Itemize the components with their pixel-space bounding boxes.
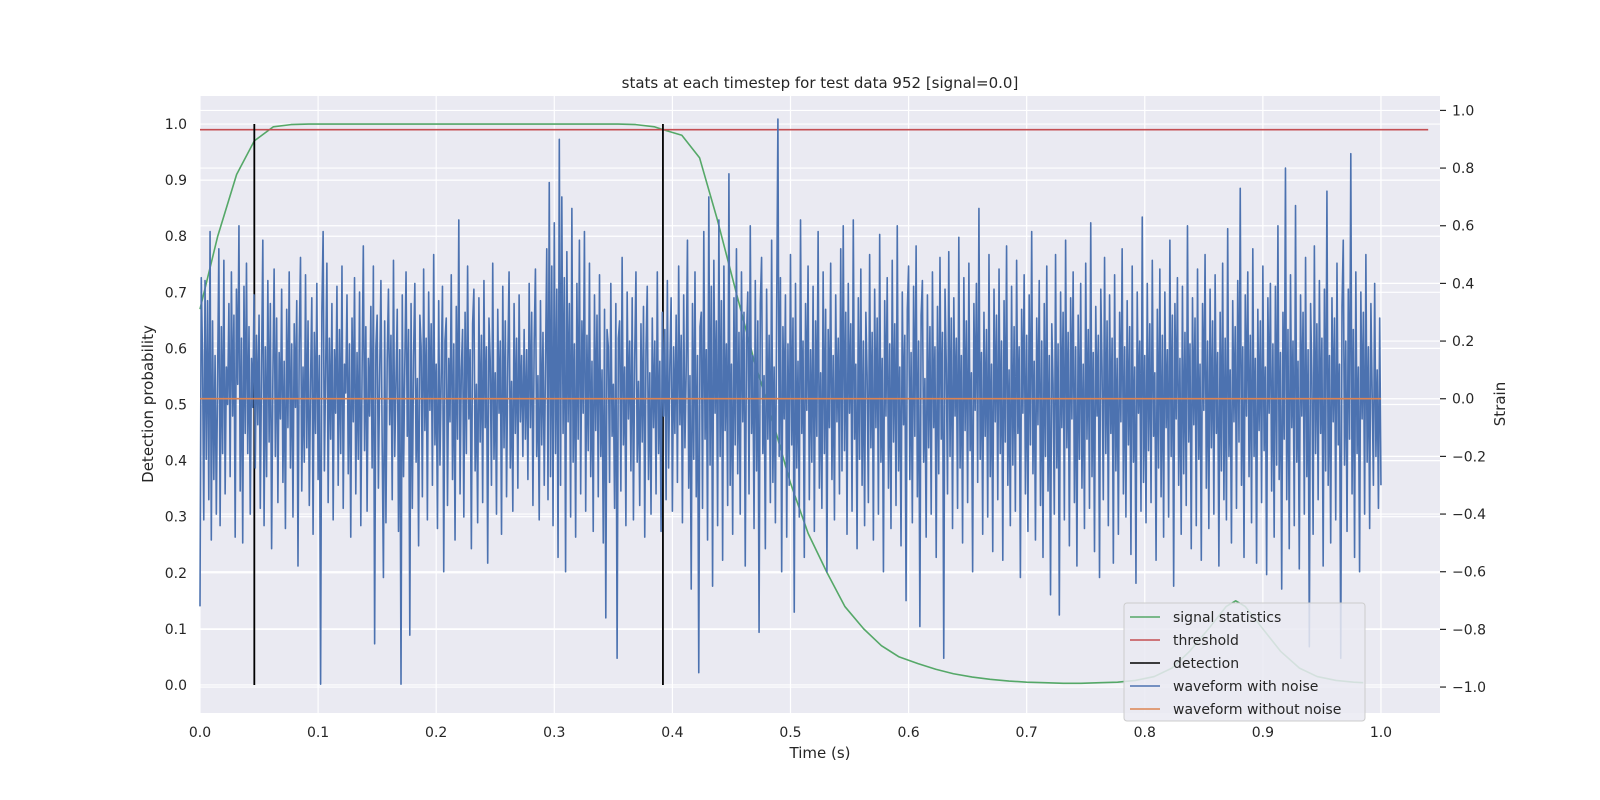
legend-label-signal-statistics: signal statistics <box>1173 610 1281 626</box>
y-tick-label: 0.0 <box>165 678 187 694</box>
y-tick-label: 0.7 <box>165 285 187 301</box>
y2-tick-label: 0.0 <box>1452 392 1474 408</box>
y-tick-label: 0.2 <box>165 566 187 582</box>
x-tick-label: 0.7 <box>1016 725 1038 741</box>
y-tick-label: 0.9 <box>165 173 187 189</box>
x-axis: 0.0 0.1 0.2 0.3 0.4 0.5 0.6 0.7 0.8 0.9 1.0 <box>189 725 1392 741</box>
series-waveform-with-noise <box>199 118 1382 685</box>
y-axis-left: 0.0 0.1 0.2 0.3 0.4 0.5 0.6 0.7 0.8 0.9 1.0 <box>165 117 187 694</box>
legend-label-detection: detection <box>1173 656 1239 672</box>
y2-tick-label: −0.8 <box>1452 622 1486 638</box>
y2-tick-label: −0.6 <box>1452 565 1486 581</box>
x-tick-label: 0.3 <box>543 725 565 741</box>
x-tick-label: 0.0 <box>189 725 211 741</box>
x-tick-label: 1.0 <box>1370 725 1392 741</box>
y2-tick-label: 0.6 <box>1452 219 1474 235</box>
y-tick-label: 1.0 <box>165 117 187 133</box>
y2-tick-label: −0.4 <box>1452 507 1486 523</box>
y2-tick-label: 1.0 <box>1452 103 1474 119</box>
y2-tick-label: 0.4 <box>1452 276 1474 292</box>
y-axis-right: −1.0 −0.8 −0.6 −0.4 −0.2 0.0 0.2 0.4 0.6 0.8 1.0 <box>1440 103 1486 696</box>
legend-label-waveform-without-noise: waveform without noise <box>1173 702 1341 718</box>
y-tick-label: 0.6 <box>165 341 187 357</box>
x-axis-label: Time (s) <box>789 744 851 762</box>
x-tick-label: 0.9 <box>1252 725 1274 741</box>
y2-tick-label: 0.8 <box>1452 161 1474 177</box>
y2-tick-label: 0.2 <box>1452 334 1474 350</box>
x-tick-label: 0.2 <box>425 725 447 741</box>
legend-box <box>1123 602 1366 722</box>
x-tick-label: 0.4 <box>661 725 683 741</box>
legend: signal statistics threshold detection wa… <box>1123 602 1366 722</box>
y2-tick-label: −0.2 <box>1452 449 1486 465</box>
x-tick-label: 0.1 <box>307 725 329 741</box>
x-tick-label: 0.5 <box>779 725 801 741</box>
y2-tick-label: −1.0 <box>1452 680 1486 696</box>
y-axis-label: Detection probability <box>139 325 157 483</box>
y2-axis-label: Strain <box>1491 382 1509 426</box>
y-tick-label: 0.3 <box>165 510 187 526</box>
y-tick-label: 0.1 <box>165 622 187 638</box>
y-tick-label: 0.4 <box>165 454 187 470</box>
y-tick-label: 0.8 <box>165 229 187 245</box>
chart-title: stats at each timestep for test data 952… <box>622 74 1019 92</box>
x-tick-label: 0.8 <box>1134 725 1156 741</box>
x-tick-label: 0.6 <box>897 725 919 741</box>
legend-label-threshold: threshold <box>1173 633 1239 649</box>
legend-label-waveform-with-noise: waveform with noise <box>1173 679 1318 695</box>
y-tick-label: 0.5 <box>165 398 187 414</box>
